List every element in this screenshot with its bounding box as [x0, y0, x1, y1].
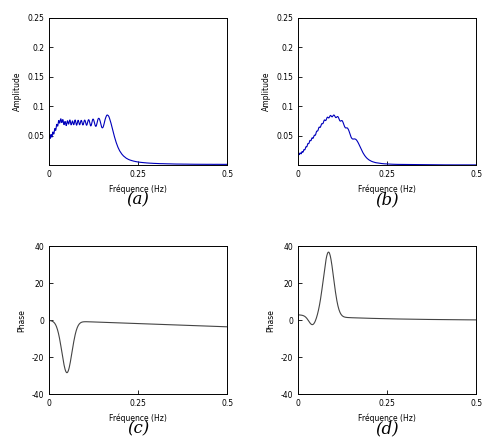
Y-axis label: Phase: Phase: [17, 309, 26, 332]
Y-axis label: Phase: Phase: [266, 309, 275, 332]
X-axis label: Fréquence (Hz): Fréquence (Hz): [358, 413, 416, 423]
Y-axis label: Amplitude: Amplitude: [13, 72, 22, 111]
X-axis label: Fréquence (Hz): Fréquence (Hz): [109, 185, 167, 194]
X-axis label: Fréquence (Hz): Fréquence (Hz): [109, 413, 167, 423]
Text: (b): (b): [376, 191, 399, 208]
Text: (d): (d): [376, 420, 399, 438]
Y-axis label: Amplitude: Amplitude: [262, 72, 271, 111]
X-axis label: Fréquence (Hz): Fréquence (Hz): [358, 185, 416, 194]
Text: (c): (c): [127, 420, 149, 438]
Text: (a): (a): [127, 191, 150, 208]
